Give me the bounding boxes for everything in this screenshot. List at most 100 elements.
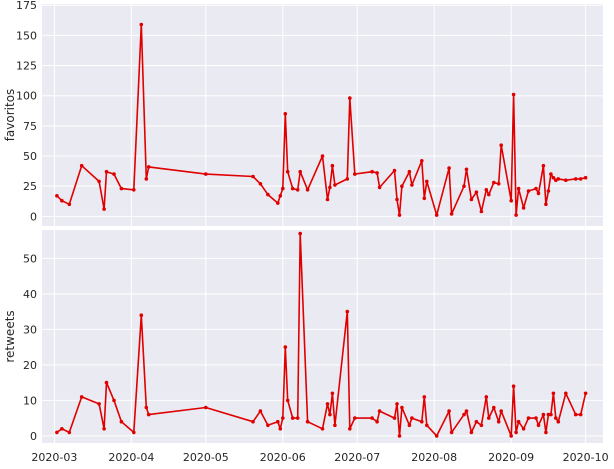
favoritos-point (320, 154, 325, 158)
favoritos-point (55, 194, 59, 198)
retweets-point (278, 427, 283, 431)
retweets-point (526, 416, 531, 420)
favoritos-point (251, 174, 255, 179)
favoritos-point (278, 194, 283, 198)
retweets-point (434, 434, 439, 438)
favoritos-point (556, 177, 561, 181)
retweets-point (345, 309, 350, 314)
retweets-point (325, 402, 330, 406)
retweets-point (410, 416, 414, 420)
favoritos-point (397, 213, 402, 217)
retweets-point (474, 419, 479, 424)
retweets-point (204, 405, 208, 410)
retweets-point (119, 419, 124, 424)
favoritos-ytick-label: 150 (16, 29, 37, 42)
retweets-point (420, 419, 424, 424)
favoritos-point (67, 202, 72, 207)
retweets-point (536, 423, 541, 428)
retweets-point (258, 409, 263, 413)
favoritos-point (578, 177, 583, 181)
retweets-point (464, 409, 469, 413)
retweets-point (67, 430, 72, 435)
retweets-ytick-label: 30 (23, 323, 37, 336)
retweets-point (251, 419, 255, 424)
favoritos-point (511, 92, 516, 97)
favoritos-point (534, 186, 538, 191)
retweets-ylabel: retweets (3, 310, 17, 362)
retweets-point (447, 409, 451, 413)
favoritos-point (298, 169, 303, 174)
retweets-plot-area (42, 230, 603, 443)
retweets-point (449, 430, 454, 435)
favoritos-point (544, 202, 548, 207)
favoritos-point (449, 212, 454, 216)
retweets-point (546, 412, 551, 417)
favoritos-point (549, 172, 553, 176)
xtick-label: 2020-03 (31, 451, 77, 464)
retweets-point (551, 391, 556, 396)
retweets-point (564, 391, 568, 396)
favoritos-point (564, 178, 568, 182)
retweets-point (549, 412, 553, 417)
favoritos-point (541, 163, 546, 168)
retweets-point (509, 434, 513, 438)
favoritos-point (281, 186, 285, 191)
retweets-point (479, 423, 484, 428)
xtick-label: 2020-07 (334, 451, 380, 464)
favoritos-point (276, 201, 280, 205)
favoritos-point (521, 206, 526, 210)
retweets-panel: 0 10 20 30 40 50 2020-03 2020-04 2020-05 2020-06 2… (3, 230, 609, 464)
retweets-point (97, 402, 101, 406)
favoritos-point (60, 198, 64, 203)
retweets-ytick-label: 0 (30, 430, 37, 443)
retweets-point (370, 416, 374, 420)
retweets-point (541, 412, 546, 417)
favoritos-point (479, 209, 484, 214)
retweets-point (516, 419, 521, 424)
retweets-point (407, 423, 412, 428)
favoritos-point (266, 192, 270, 197)
retweets-point (511, 384, 516, 389)
favoritos-point (144, 177, 149, 181)
retweets-point (578, 412, 583, 417)
favoritos-ytick-label: 75 (23, 120, 37, 133)
favoritos-point (330, 163, 335, 168)
favoritos-point (509, 198, 513, 203)
retweets-point (139, 313, 144, 318)
retweets-point (132, 430, 136, 435)
retweets-point (295, 416, 300, 420)
favoritos-ytick-label: 50 (23, 150, 37, 163)
retweets-point (469, 430, 474, 435)
favoritos-point (469, 197, 474, 202)
favoritos-point (285, 169, 290, 174)
favoritos-point (353, 172, 357, 176)
favoritos-point (348, 96, 352, 100)
favoritos-point (425, 179, 429, 184)
xtick-label: 2020-10 (563, 451, 609, 464)
retweets-point (55, 430, 59, 435)
favoritos-point (377, 185, 382, 190)
favoritos-point (325, 197, 330, 202)
favoritos-point (102, 207, 106, 211)
retweets-point (104, 380, 109, 385)
favoritos-point (410, 183, 414, 187)
favoritos-point (474, 190, 479, 194)
favoritos-point (328, 185, 332, 190)
retweets-point (395, 402, 399, 406)
favoritos-point (139, 22, 144, 27)
retweets-point (462, 412, 466, 417)
favoritos-point (104, 169, 109, 174)
favoritos-point (492, 180, 496, 185)
favoritos-point (392, 168, 397, 173)
favoritos-point (573, 177, 578, 181)
favoritos-point (422, 196, 427, 201)
favoritos-point (484, 188, 489, 192)
favoritos-point (536, 191, 541, 196)
favoritos-point (204, 172, 208, 176)
retweets-point (79, 395, 84, 399)
retweets-point (514, 430, 518, 435)
favoritos-point (546, 189, 551, 193)
favoritos-point (370, 169, 374, 174)
favoritos-point (551, 175, 556, 180)
retweets-point (102, 427, 106, 431)
